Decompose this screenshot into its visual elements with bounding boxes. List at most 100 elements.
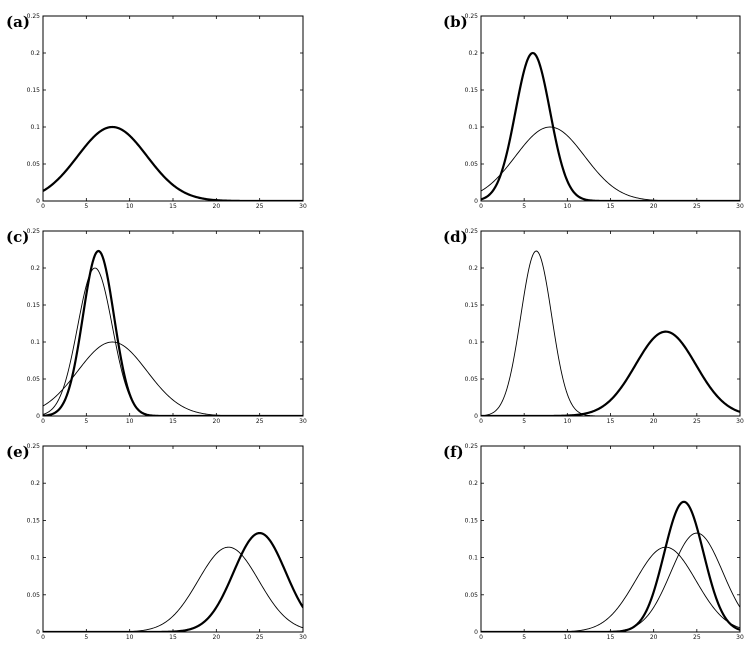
x-tick-label: 30	[736, 634, 744, 641]
y-tick-label: 0.15	[27, 517, 41, 524]
x-tick-label: 25	[256, 634, 264, 641]
plot-frame	[42, 15, 304, 202]
panel-label: (c)	[6, 228, 29, 246]
panel-label: (b)	[443, 13, 468, 31]
x-tick-label: 0	[479, 203, 483, 210]
x-tick-label: 10	[126, 418, 134, 425]
panel-label: (d)	[443, 228, 468, 246]
chart-panel-0: (a) 0 5 10 15 20 25 30 0 0.05 0.1 0.15 0.2 0.25	[6, 13, 307, 210]
y-tick-label: 0.25	[465, 443, 479, 450]
x-tick-label: 30	[736, 418, 744, 425]
y-tick-label: 0.25	[27, 443, 41, 450]
x-tick-label: 15	[607, 634, 615, 641]
y-tick-label: 0.2	[468, 50, 478, 57]
thin-series-line-1	[43, 267, 303, 416]
y-tick-label: 0.05	[27, 376, 41, 383]
x-tick-label: 10	[564, 418, 572, 425]
x-tick-label: 0	[479, 634, 483, 641]
plot-frame	[42, 445, 304, 633]
panel-label: (f)	[443, 443, 464, 461]
x-tick-label: 20	[213, 203, 221, 210]
x-tick-label: 25	[693, 418, 701, 425]
x-tick-label: 0	[41, 203, 45, 210]
y-tick-label: 0.2	[30, 480, 40, 487]
y-tick-label: 0.1	[468, 124, 478, 131]
y-tick-label: 0.15	[27, 87, 41, 94]
y-tick-label: 0.2	[468, 480, 478, 487]
y-tick-label: 0.1	[30, 555, 40, 562]
x-tick-label: 5	[522, 203, 526, 210]
x-tick-label: 25	[693, 203, 701, 210]
x-tick-label: 25	[693, 634, 701, 641]
x-tick-label: 30	[299, 203, 307, 210]
x-tick-label: 20	[650, 634, 658, 641]
x-tick-label: 15	[169, 418, 177, 425]
y-tick-label: 0.2	[30, 265, 40, 272]
y-tick-label: 0.25	[27, 228, 41, 235]
panel-label: (a)	[6, 13, 30, 31]
y-tick-label: 0	[474, 198, 478, 205]
y-tick-label: 0.15	[465, 302, 479, 309]
y-tick-label: 0	[36, 629, 40, 636]
y-tick-label: 0	[36, 413, 40, 420]
x-tick-label: 20	[213, 418, 221, 425]
x-tick-label: 20	[650, 418, 658, 425]
x-tick-label: 15	[169, 203, 177, 210]
chart-panel-2: (c) 0 5 10 15 20 25 30 0 0.05 0.1 0.15 0.2 0.25	[6, 228, 307, 425]
y-tick-label: 0.05	[27, 161, 41, 168]
y-tick-label: 0.1	[468, 555, 478, 562]
y-tick-label: 0	[474, 629, 478, 636]
y-tick-label: 0.25	[465, 13, 479, 20]
panel-label: (e)	[6, 443, 30, 461]
x-tick-label: 5	[522, 418, 526, 425]
thick-series-line-0	[481, 500, 740, 632]
x-tick-label: 5	[522, 634, 526, 641]
y-tick-label: 0.05	[465, 592, 479, 599]
x-tick-label: 10	[126, 634, 134, 641]
y-tick-label: 0.05	[465, 161, 479, 168]
thin-series-line-1	[481, 546, 740, 632]
y-tick-label: 0.25	[465, 228, 479, 235]
plot-frame	[480, 15, 741, 202]
x-tick-label: 15	[607, 203, 615, 210]
y-tick-label: 0	[36, 198, 40, 205]
chart-panel-5: (f) 0 5 10 15 20 25 30 0 0.05 0.1 0.15 0.2 0.25	[443, 443, 744, 641]
y-tick-label: 0	[474, 413, 478, 420]
x-tick-label: 20	[650, 203, 658, 210]
y-tick-label: 0.1	[30, 339, 40, 346]
x-tick-label: 20	[213, 634, 221, 641]
x-tick-label: 0	[41, 634, 45, 641]
thin-series-line-1	[43, 546, 303, 632]
y-tick-label: 0.1	[30, 124, 40, 131]
y-tick-label: 0.1	[468, 339, 478, 346]
x-tick-label: 15	[169, 634, 177, 641]
thick-series-line-0	[481, 330, 740, 416]
x-tick-label: 0	[41, 418, 45, 425]
y-tick-label: 0.2	[468, 265, 478, 272]
thick-series-line-0	[43, 531, 303, 632]
x-tick-label: 30	[299, 634, 307, 641]
x-tick-label: 10	[126, 203, 134, 210]
x-tick-label: 30	[736, 203, 744, 210]
y-tick-label: 0.2	[30, 50, 40, 57]
y-tick-label: 0.15	[465, 87, 479, 94]
chart-panel-4: (e) 0 5 10 15 20 25 30 0 0.05 0.1 0.15 0.2 0.25	[6, 443, 307, 641]
x-tick-label: 5	[84, 418, 88, 425]
x-tick-label: 5	[84, 203, 88, 210]
x-tick-label: 10	[564, 634, 572, 641]
thick-series-line-0	[43, 125, 303, 201]
y-tick-label: 0.05	[465, 376, 479, 383]
thin-series-line-2	[481, 532, 740, 632]
x-tick-label: 10	[564, 203, 572, 210]
thick-series-line-0	[43, 249, 303, 416]
x-tick-label: 25	[256, 203, 264, 210]
chart-panel-1: (b) 0 5 10 15 20 25 30 0 0.05 0.1 0.15 0.2 0.25	[443, 13, 744, 210]
x-tick-label: 25	[256, 418, 264, 425]
y-tick-label: 0.05	[27, 592, 41, 599]
x-tick-label: 15	[607, 418, 615, 425]
thick-series-line-0	[481, 51, 740, 201]
thin-series-line-1	[481, 126, 740, 201]
thin-series-line-2	[43, 341, 303, 416]
x-tick-label: 5	[84, 634, 88, 641]
